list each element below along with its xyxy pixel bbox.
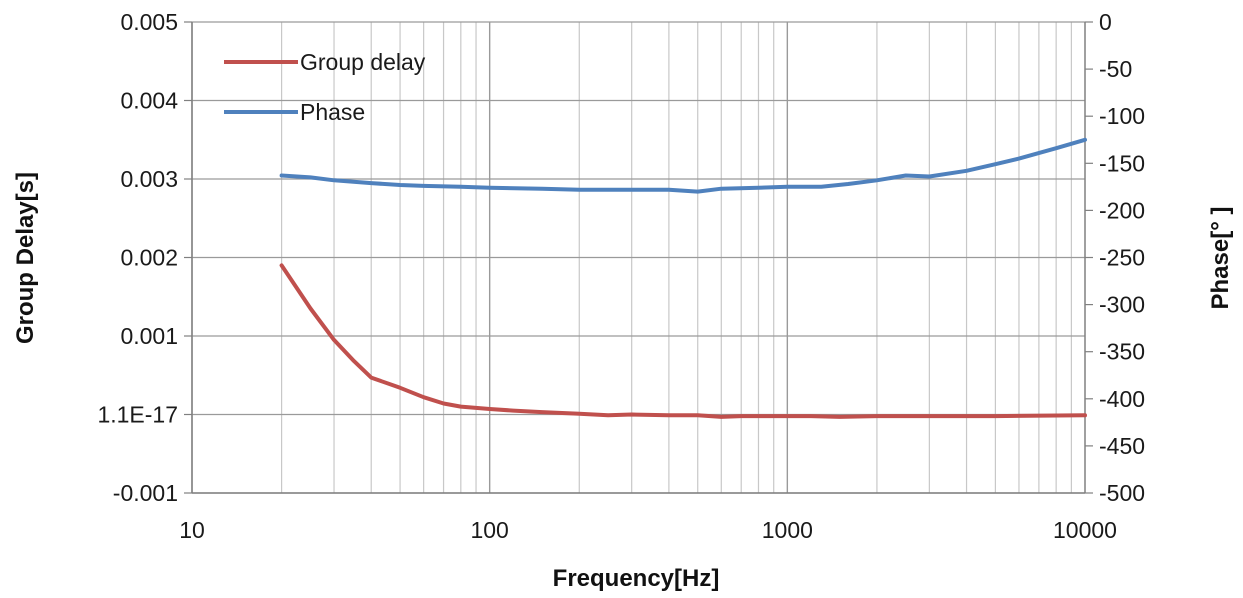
y2-axis-title: Phase[° ] [1207, 207, 1234, 310]
y-tick-label: 1.1E-17 [97, 402, 178, 428]
y-tick-label: 0.004 [120, 88, 178, 114]
y-tick-label: 0.003 [120, 166, 178, 192]
series-line-phase [279, 137, 1087, 194]
y2-tick-label: -300 [1099, 292, 1145, 318]
series-line-group-delay [279, 263, 1087, 419]
y-tick-label: 0.001 [120, 323, 178, 349]
series-lines [279, 137, 1087, 419]
y2-tick-label: 0 [1099, 9, 1112, 35]
x-tick-label: 100 [470, 517, 508, 543]
y-tick-label: -0.001 [113, 480, 178, 506]
grid-lines [191, 21, 1085, 494]
y2-tick-label: -400 [1099, 386, 1145, 412]
y2-tick-label: -250 [1099, 245, 1145, 271]
y2-tick-label: -150 [1099, 150, 1145, 176]
y2-tick-label: -350 [1099, 339, 1145, 365]
x-tick-label: 10 [179, 517, 205, 543]
y2-tick-label: -450 [1099, 433, 1145, 459]
y2-tick-label: -200 [1099, 197, 1145, 223]
y-tick-label: 0.002 [120, 245, 178, 271]
legend-label-phase: Phase [300, 99, 365, 125]
y2-tick-label: -50 [1099, 56, 1132, 82]
tick-labels: 10 100 1000 10000 -0.001 1.1E-17 0.001 0.002 0.0… [97, 9, 1145, 543]
legend-label-group-delay: Group delay [300, 49, 426, 75]
legend: Group delay Phase [224, 49, 426, 125]
x-tick-label: 10000 [1053, 517, 1117, 543]
y2-tick-label: -500 [1099, 480, 1145, 506]
y-axis-title: Group Delay[s] [12, 172, 39, 344]
x-tick-label: 1000 [762, 517, 813, 543]
y2-tick-label: -100 [1099, 103, 1145, 129]
x-axis-title: Frequency[Hz] [553, 565, 720, 592]
y-tick-label: 0.005 [120, 9, 178, 35]
